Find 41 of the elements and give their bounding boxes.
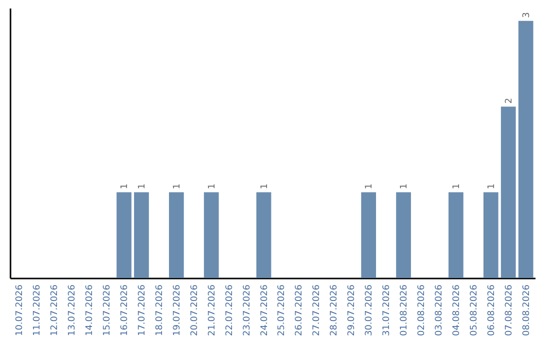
data-label: 1 [486,184,497,190]
data-label: 1 [260,184,270,190]
x-tick-label: 14.07.2026 [85,284,96,336]
x-tick-label: 21.07.2026 [207,284,218,336]
x-tick-label: 08.08.2026 [522,284,532,336]
x-tick-label: 15.07.2026 [102,284,113,336]
x-tick-label: 31.07.2026 [382,284,392,336]
x-tick-label: 11.07.2026 [32,284,43,336]
x-tick-label: 20.07.2026 [190,284,200,336]
x-tick-label: 25.07.2026 [277,284,288,336]
x-tick-label: 17.07.2026 [137,284,148,336]
x-tick-label: 02.08.2026 [417,284,428,336]
x-tick-label: 04.08.2026 [452,284,462,336]
x-tick-label: 27.07.2026 [312,284,322,336]
x-tick-label: 03.08.2026 [434,284,444,336]
x-tick-label: 18.07.2026 [154,284,165,336]
x-tick-label: 05.08.2026 [469,284,480,336]
x-tick-label: 01.08.2026 [400,284,410,336]
data-label: 1 [207,184,218,190]
data-label: 3 [522,12,532,18]
x-tick-label: 24.07.2026 [260,284,270,336]
x-tick-label: 12.07.2026 [50,284,60,336]
data-label: 1 [120,184,130,190]
x-tick-label: 19.07.2026 [172,284,182,336]
x-tick-label: 26.07.2026 [294,284,305,336]
x-tick-label: 10.07.2026 [15,284,26,336]
x-tick-label: 28.07.2026 [330,284,340,336]
x-tick-label: 22.07.2026 [224,284,235,336]
x-tick-label: 23.07.2026 [242,284,252,336]
x-tick-label: 29.07.2026 [347,284,358,336]
data-label: 1 [400,184,410,190]
data-label: 1 [137,184,148,190]
data-label: 1 [452,184,462,190]
x-tick-label: 07.08.2026 [504,284,514,336]
data-label: 1 [364,184,375,190]
data-label: 1 [172,184,182,190]
x-tick-label: 30.07.2026 [364,284,375,336]
x-tick-label: 16.07.2026 [120,284,130,336]
x-tick-label: 13.07.2026 [68,284,78,336]
data-label: 2 [504,98,514,104]
x-tick-label: 06.08.2026 [486,284,497,336]
